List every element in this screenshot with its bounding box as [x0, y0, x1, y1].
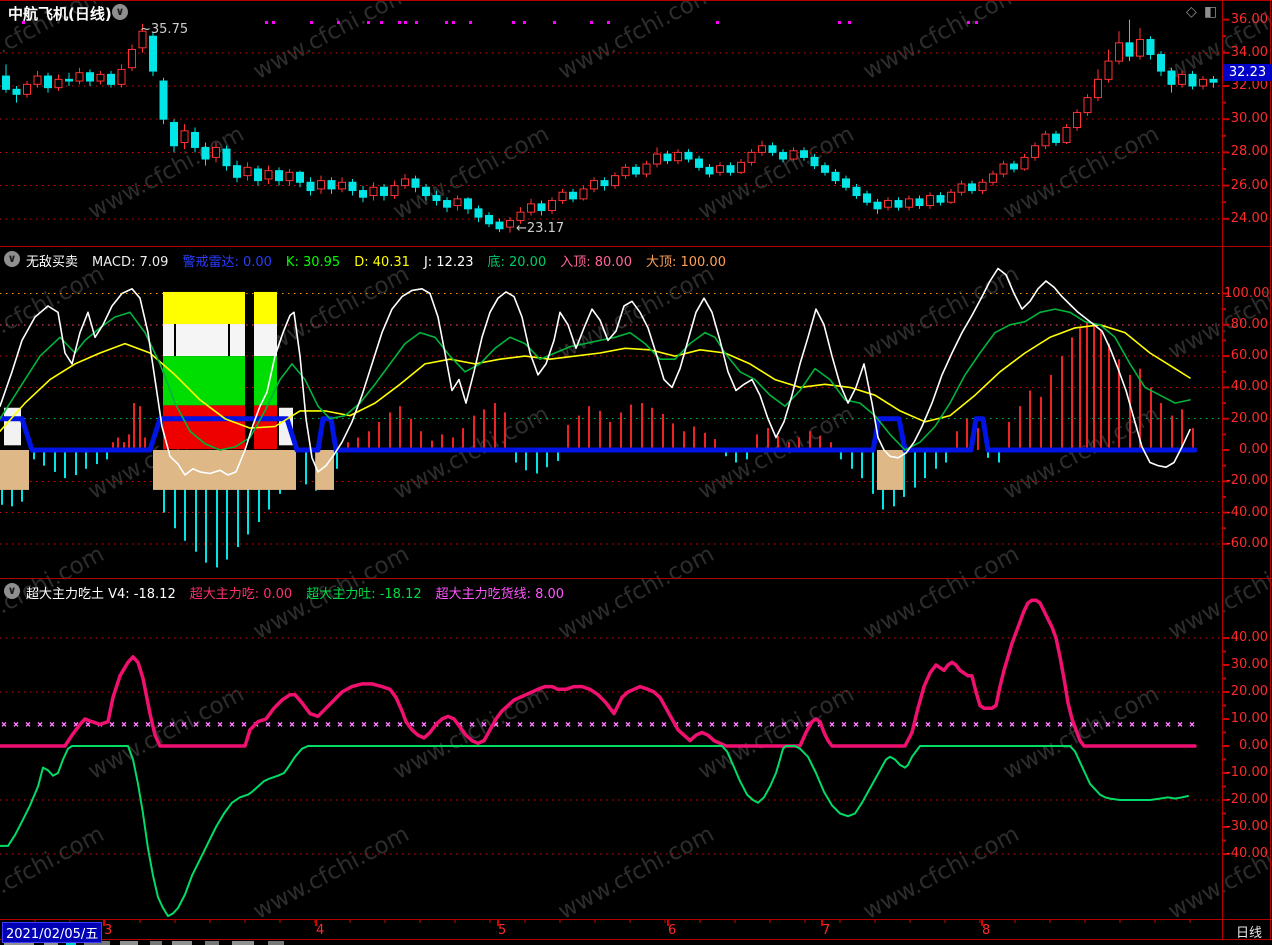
- diamond-icon[interactable]: ◇: [1186, 4, 1197, 20]
- axis-tick-label: 60.00: [1230, 348, 1268, 364]
- axis-tick-label: 10.00: [1230, 711, 1268, 726]
- axis-tick-label: 26.00: [1230, 177, 1268, 193]
- axis-tick-label: 34.00: [1230, 44, 1268, 60]
- month-label: 3: [104, 923, 113, 938]
- axis-tick-label: 24.00: [1230, 210, 1268, 226]
- indicator-value: 无敌买卖: [26, 255, 79, 270]
- indicator-value: 警戒雷达: 0.00: [182, 255, 272, 270]
- axis-tick-label: 0.00: [1239, 442, 1268, 457]
- month-label: 8: [982, 923, 991, 938]
- indicator-value: 超大主力吐: -18.12: [306, 587, 422, 602]
- panel2-blocks: [0, 291, 903, 490]
- month-label: 5: [498, 923, 507, 938]
- stock-title[interactable]: 中航飞机(日线): [8, 5, 112, 23]
- last-price-badge: 32.23: [1223, 64, 1272, 82]
- axis-tick-label: 0.00: [1239, 738, 1268, 753]
- low-price-annotation: ←23.17: [516, 221, 565, 236]
- axis-tick-label: 20.00: [1230, 684, 1268, 699]
- axis-tick-label: -60.00: [1226, 535, 1268, 551]
- panel2-header: 无敌买卖 MACD: 7.09 警戒雷达: 0.00 K: 30.95 D: 40.31…: [26, 251, 740, 270]
- axis-tick-label: -40.00: [1226, 846, 1268, 861]
- panel3-lines: [0, 598, 1197, 918]
- indicator-value: 超大主力吃土 V4: -18.12: [26, 587, 176, 602]
- axis-divider: [1222, 0, 1223, 939]
- indicator-value: K: 30.95: [285, 255, 341, 270]
- axis-tick-label: 36.00: [1230, 11, 1268, 27]
- panel2-chevron-icon[interactable]: ∨: [4, 251, 20, 267]
- indicator-value: 超大主力吃货线: 8.00: [435, 587, 565, 602]
- date-ticks: [34, 920, 1191, 926]
- indicator-value: 超大主力吃: 0.00: [189, 587, 293, 602]
- axis-tick-label: -10.00: [1226, 765, 1268, 780]
- panel2-histogram: [1, 321, 1194, 568]
- title-chevron-icon[interactable]: ∨: [112, 4, 128, 20]
- layout-icon[interactable]: ◧: [1204, 4, 1218, 20]
- indicator-value: 大顶: 100.00: [645, 255, 726, 270]
- axis-tick-label: 40.00: [1230, 379, 1268, 395]
- panel2-lines: [0, 267, 1198, 476]
- indicator-value: D: 40.31: [354, 255, 410, 270]
- panel-separator-2: [0, 578, 1272, 579]
- taskbar-clipped: [0, 940, 1272, 945]
- axis-tick-label: 40.00: [1230, 630, 1268, 645]
- candlestick-series: [2, 19, 1218, 233]
- month-label: 6: [668, 923, 677, 938]
- axis-tick-label: -40.00: [1226, 504, 1268, 520]
- axis-tick-label: -20.00: [1226, 792, 1268, 807]
- panel-separator-3: [0, 919, 1272, 920]
- axis-tick-label: 32.00: [1230, 78, 1268, 93]
- axis-tick-label: 100.00: [1224, 285, 1270, 301]
- threshold-x-line: [1, 721, 1195, 727]
- indicator-value: J: 12.23: [423, 255, 474, 270]
- axis-tick-label: -30.00: [1226, 819, 1268, 834]
- indicator-value: MACD: 7.09: [92, 255, 169, 270]
- bottom-border: [0, 939, 1272, 940]
- axis-tick-label: 28.00: [1230, 144, 1268, 160]
- axis-tick-label: 30.00: [1230, 111, 1268, 127]
- date-readout: 2021/02/05/五: [2, 922, 103, 943]
- indicator-value: 入顶: 80.00: [560, 255, 632, 270]
- right-edge-border: [1270, 0, 1271, 939]
- signal-dots: [22, 21, 978, 24]
- high-price-annotation: ~35.75: [140, 22, 189, 37]
- axis-tick-label: 80.00: [1230, 316, 1268, 332]
- indicator-value: 底: 20.00: [487, 255, 547, 270]
- axis-tick-label: -20.00: [1226, 473, 1268, 489]
- month-label: 7: [822, 923, 831, 938]
- panel3-header: 超大主力吃土 V4: -18.12 超大主力吃: 0.00 超大主力吐: -18.1…: [26, 583, 578, 602]
- panel-separator-1: [0, 246, 1272, 247]
- axis-tick-label: 30.00: [1230, 657, 1268, 672]
- axis-tick-label: 20.00: [1230, 410, 1268, 426]
- panel3-chevron-icon[interactable]: ∨: [4, 583, 20, 599]
- month-label: 4: [316, 923, 325, 938]
- period-label[interactable]: 日线: [1235, 926, 1262, 941]
- window-top-border: [0, 0, 1272, 1]
